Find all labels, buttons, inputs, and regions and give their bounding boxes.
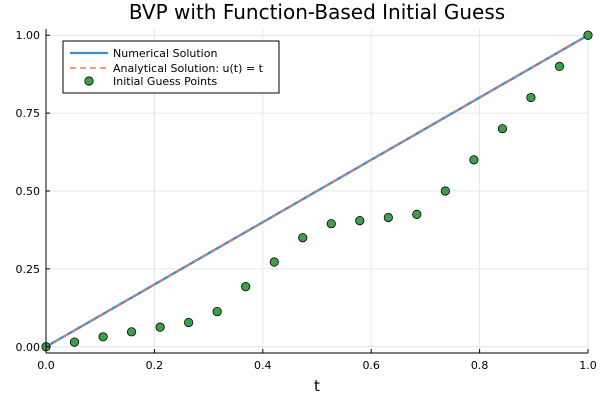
legend-label-analytical: Analytical Solution: u(t) = t bbox=[113, 62, 264, 75]
y-tick-label: 0.00 bbox=[16, 341, 41, 354]
legend-label-initial-guess: Initial Guess Points bbox=[113, 75, 217, 88]
tick-labels: 0.0 0.2 0.4 0.6 0.8 1.0 0.00 0.25 0.50 0.75 1.00 bbox=[16, 29, 597, 372]
scatter-point bbox=[241, 282, 251, 292]
scatter-point bbox=[326, 219, 336, 229]
y-tick-label: 0.25 bbox=[16, 263, 41, 276]
legend-box bbox=[62, 40, 280, 94]
legend: Numerical Solution Analytical Solution: … bbox=[62, 40, 280, 94]
scatter-point bbox=[440, 186, 450, 196]
x-tick-label: 0.8 bbox=[471, 359, 489, 372]
scatter-point bbox=[412, 209, 422, 219]
chart-title: BVP with Function-Based Initial Guess bbox=[129, 0, 505, 24]
y-tick-label: 0.50 bbox=[16, 185, 41, 198]
scatter-point bbox=[184, 317, 194, 328]
x-tick-label: 0.0 bbox=[37, 359, 55, 372]
axes bbox=[45, 29, 589, 354]
scatter-point bbox=[155, 322, 165, 332]
plot-series bbox=[41, 30, 593, 352]
scatter-point bbox=[212, 306, 222, 317]
scatter-point bbox=[526, 92, 536, 103]
scatter-point bbox=[497, 124, 508, 134]
y-tick-label: 1.00 bbox=[16, 29, 41, 42]
x-tick-label: 0.2 bbox=[146, 359, 164, 372]
legend-label-numerical: Numerical Solution bbox=[113, 47, 217, 60]
scatter-point bbox=[383, 212, 393, 223]
scatter-point bbox=[554, 61, 565, 71]
scatter-point bbox=[69, 337, 80, 347]
series-line-analytical bbox=[45, 34, 589, 348]
scatter-point bbox=[126, 327, 137, 337]
scatter-point bbox=[355, 215, 365, 226]
x-tick-label: 0.4 bbox=[254, 359, 272, 372]
y-tick-label: 0.75 bbox=[16, 107, 41, 120]
scatter-point bbox=[298, 233, 308, 243]
x-axis-label: t bbox=[314, 377, 320, 395]
scatter-point bbox=[269, 257, 279, 267]
scatter-point bbox=[469, 155, 479, 165]
x-tick-label: 0.6 bbox=[362, 359, 380, 372]
scatter-point bbox=[98, 332, 108, 342]
x-tick-label: 1.0 bbox=[579, 359, 597, 372]
legend-swatch-initial-guess bbox=[84, 76, 94, 86]
scatter-point bbox=[583, 30, 593, 40]
